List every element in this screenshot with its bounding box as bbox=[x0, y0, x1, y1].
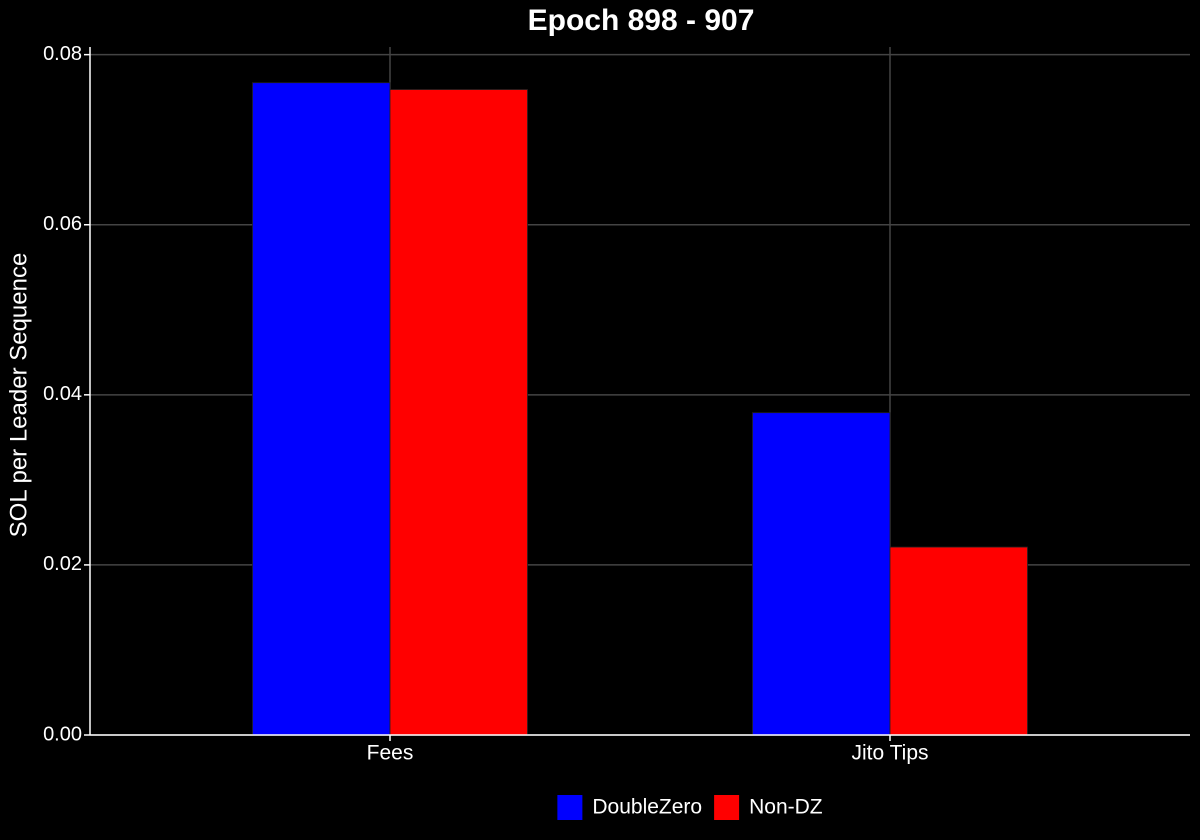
bar bbox=[389, 89, 528, 736]
legend-label: Non-DZ bbox=[749, 796, 823, 819]
y-tick-label: 0.04 bbox=[43, 383, 82, 405]
legend: DoubleZero Non-DZ bbox=[557, 795, 823, 820]
legend-item: DoubleZero bbox=[557, 795, 702, 820]
y-tick-label: 0.02 bbox=[43, 553, 82, 575]
bar bbox=[252, 82, 391, 736]
bar bbox=[889, 546, 1028, 736]
legend-swatch bbox=[714, 795, 740, 820]
legend-label: DoubleZero bbox=[592, 796, 702, 819]
x-tick-label: Jito Tips bbox=[851, 742, 928, 765]
chart-title: Epoch 898 - 907 bbox=[528, 4, 755, 37]
bar bbox=[752, 412, 891, 736]
axes: 0.00 0.02 0.04 0.06 0.08 Fees Jito Tips bbox=[43, 43, 1190, 765]
y-axis-title: SOL per Leader Sequence bbox=[5, 253, 32, 538]
x-tick-label: Fees bbox=[367, 742, 414, 765]
legend-swatch bbox=[557, 795, 583, 820]
y-tick-label: 0.06 bbox=[43, 213, 82, 235]
y-tick-label: 0.00 bbox=[43, 723, 82, 745]
legend-item: Non-DZ bbox=[714, 795, 823, 820]
y-tick-label: 0.08 bbox=[43, 43, 82, 65]
